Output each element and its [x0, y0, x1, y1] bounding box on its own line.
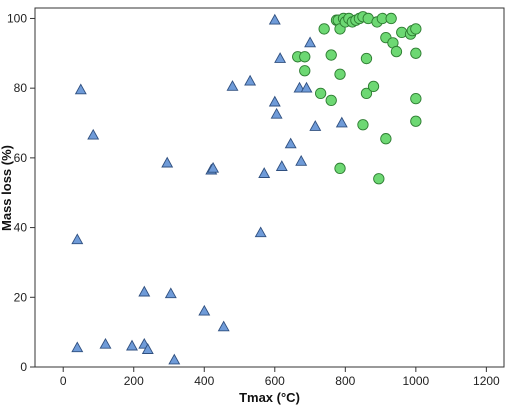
triangle-point	[226, 80, 239, 91]
y-axis: 0 20 40 60 80 100	[7, 11, 35, 374]
circle-point	[314, 87, 327, 100]
circle-point	[360, 87, 373, 100]
circle-point	[367, 80, 380, 93]
x-tick-label: 800	[335, 374, 355, 388]
circle-point	[360, 52, 373, 65]
x-tick-label: 400	[194, 374, 214, 388]
x-tick-label: 0	[60, 374, 67, 388]
circle-point	[299, 51, 311, 63]
triangle-point	[141, 343, 154, 354]
triangle-point	[309, 120, 322, 131]
circle-point	[325, 49, 337, 61]
triangle-point	[304, 36, 317, 48]
x-axis-title: Tmax (°C)	[239, 390, 300, 405]
x-axis: 0 200 400 600 800 1000 1200	[60, 367, 500, 388]
x-tick-label: 1000	[402, 374, 429, 388]
x-tick-label: 600	[265, 374, 285, 388]
triangle-point	[138, 285, 151, 297]
triangle-point	[295, 154, 308, 166]
triangle-point	[71, 341, 84, 353]
triangle-point	[270, 107, 283, 119]
triangle-point	[161, 156, 174, 168]
triangle-point	[274, 52, 287, 63]
triangle-point	[74, 83, 87, 95]
triangle-series	[71, 13, 348, 365]
x-tick-label: 200	[124, 374, 144, 388]
circle-point	[410, 115, 422, 127]
triangle-point	[268, 13, 281, 25]
plot-area	[34, 7, 505, 368]
y-tick-label: 40	[14, 221, 28, 235]
circle-point	[299, 65, 311, 77]
triangle-point	[99, 337, 112, 349]
circle-point	[390, 45, 403, 58]
triangle-point	[207, 161, 220, 173]
triangle-point	[300, 81, 313, 93]
triangle-point	[164, 287, 177, 299]
y-tick-label: 80	[14, 81, 28, 95]
triangle-point	[126, 339, 138, 351]
y-tick-label: 20	[14, 290, 28, 304]
circle-point	[357, 119, 369, 131]
circle-point	[380, 133, 392, 145]
y-tick-label: 100	[7, 11, 27, 25]
y-axis-title: Mass loss (%)	[0, 145, 14, 231]
circle-series	[292, 11, 422, 185]
triangle-point	[284, 137, 297, 149]
circle-point	[325, 94, 337, 107]
circle-point	[410, 92, 422, 105]
triangle-point	[268, 95, 281, 107]
x-tick-label: 1200	[473, 374, 500, 388]
y-tick-label: 60	[14, 151, 28, 165]
y-tick-label: 0	[20, 360, 27, 374]
circle-point	[385, 12, 397, 25]
triangle-point	[168, 353, 181, 365]
triangle-point	[275, 160, 288, 171]
circle-point	[410, 47, 422, 59]
circle-point	[334, 162, 346, 174]
triangle-point	[258, 167, 271, 178]
triangle-point	[217, 320, 230, 332]
circle-point	[410, 23, 422, 35]
triangle-point	[254, 226, 267, 238]
circle-point	[318, 23, 330, 35]
triangle-point	[335, 116, 348, 128]
triangle-point	[87, 128, 100, 140]
triangle-point	[198, 304, 211, 316]
circle-point	[334, 68, 346, 80]
triangle-point	[71, 233, 84, 245]
triangle-point	[244, 74, 257, 86]
circle-point	[373, 173, 385, 185]
data-points	[71, 11, 422, 365]
